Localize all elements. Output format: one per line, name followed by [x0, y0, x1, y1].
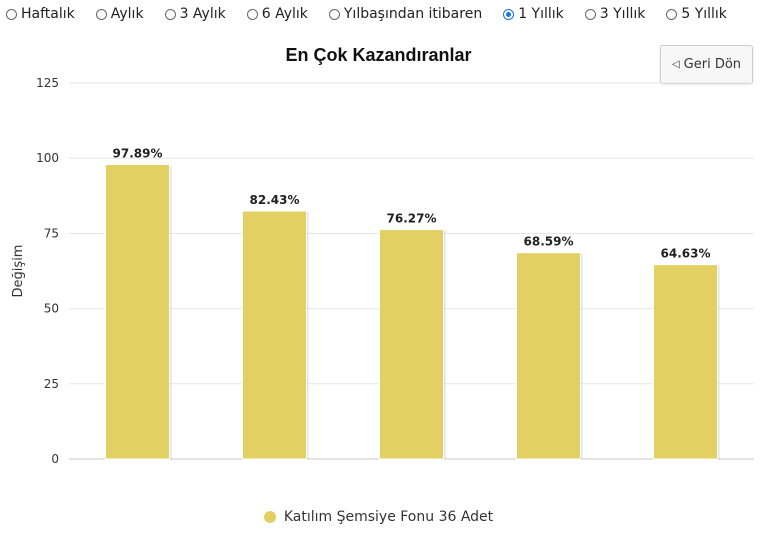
- period-option-label: Yılbaşından itibaren: [343, 6, 483, 22]
- radio-unchecked-icon[interactable]: [328, 8, 340, 20]
- period-option[interactable]: 1 Yıllık: [503, 6, 564, 22]
- bar: [653, 264, 718, 460]
- period-option-label: 5 Yıllık: [681, 6, 727, 22]
- period-option[interactable]: 3 Yıllık: [584, 6, 646, 22]
- y-tick-label: 75: [44, 226, 59, 240]
- radio-unchecked-icon[interactable]: [95, 8, 107, 20]
- data-label: 97.89%: [113, 147, 163, 161]
- y-tick-label: 100: [36, 151, 59, 165]
- period-option[interactable]: 6 Aylık: [246, 6, 308, 22]
- period-option-label: Haftalık: [21, 6, 75, 22]
- period-selector: Haftalık Aylık 3 Aylık 6 Aylık Yılbaşından i…: [6, 4, 770, 24]
- y-tick-label: 0: [51, 452, 59, 466]
- data-label: 82.43%: [250, 193, 300, 207]
- period-option[interactable]: 5 Yıllık: [666, 6, 727, 22]
- chart-title: En Çok Kazandıranlar: [285, 45, 472, 65]
- back-button[interactable]: ◁ Geri Dön: [660, 45, 753, 84]
- radio-unchecked-icon[interactable]: [6, 8, 17, 20]
- back-button-label: Geri Dön: [683, 57, 742, 72]
- data-label: 64.63%: [661, 247, 711, 261]
- y-tick-label: 50: [44, 302, 59, 316]
- period-option[interactable]: Haftalık: [6, 6, 75, 22]
- period-option-label: 1 Yıllık: [518, 6, 564, 22]
- bar: [516, 252, 581, 460]
- bar: [105, 164, 170, 460]
- period-option-label: Aylık: [110, 6, 144, 22]
- period-option-label: 3 Aylık: [179, 6, 226, 22]
- legend[interactable]: Katılım Şemsiye Fonu 36 Adet: [0, 509, 757, 525]
- bar: [379, 229, 444, 460]
- radio-unchecked-icon[interactable]: [246, 8, 258, 20]
- legend-label: Katılım Şemsiye Fonu 36 Adet: [283, 509, 494, 525]
- period-option[interactable]: Yılbaşından itibaren: [328, 6, 483, 22]
- radio-checked-icon[interactable]: [503, 8, 515, 20]
- period-option[interactable]: Aylık: [95, 6, 144, 22]
- y-tick-label: 125: [36, 76, 59, 90]
- period-option[interactable]: 3 Aylık: [164, 6, 226, 22]
- period-option-label: 6 Aylık: [261, 6, 308, 22]
- radio-unchecked-icon[interactable]: [666, 8, 678, 20]
- bar: [242, 210, 307, 460]
- y-axis-title: Değişim: [11, 245, 26, 298]
- triangle-left-icon: ◁: [671, 59, 680, 70]
- data-label: 76.27%: [387, 212, 437, 226]
- period-option-label: 3 Yıllık: [599, 6, 646, 22]
- legend-marker: [263, 511, 276, 523]
- data-label: 68.59%: [524, 235, 574, 249]
- radio-unchecked-icon[interactable]: [584, 8, 596, 20]
- radio-unchecked-icon[interactable]: [164, 8, 176, 20]
- y-tick-label: 25: [44, 377, 59, 391]
